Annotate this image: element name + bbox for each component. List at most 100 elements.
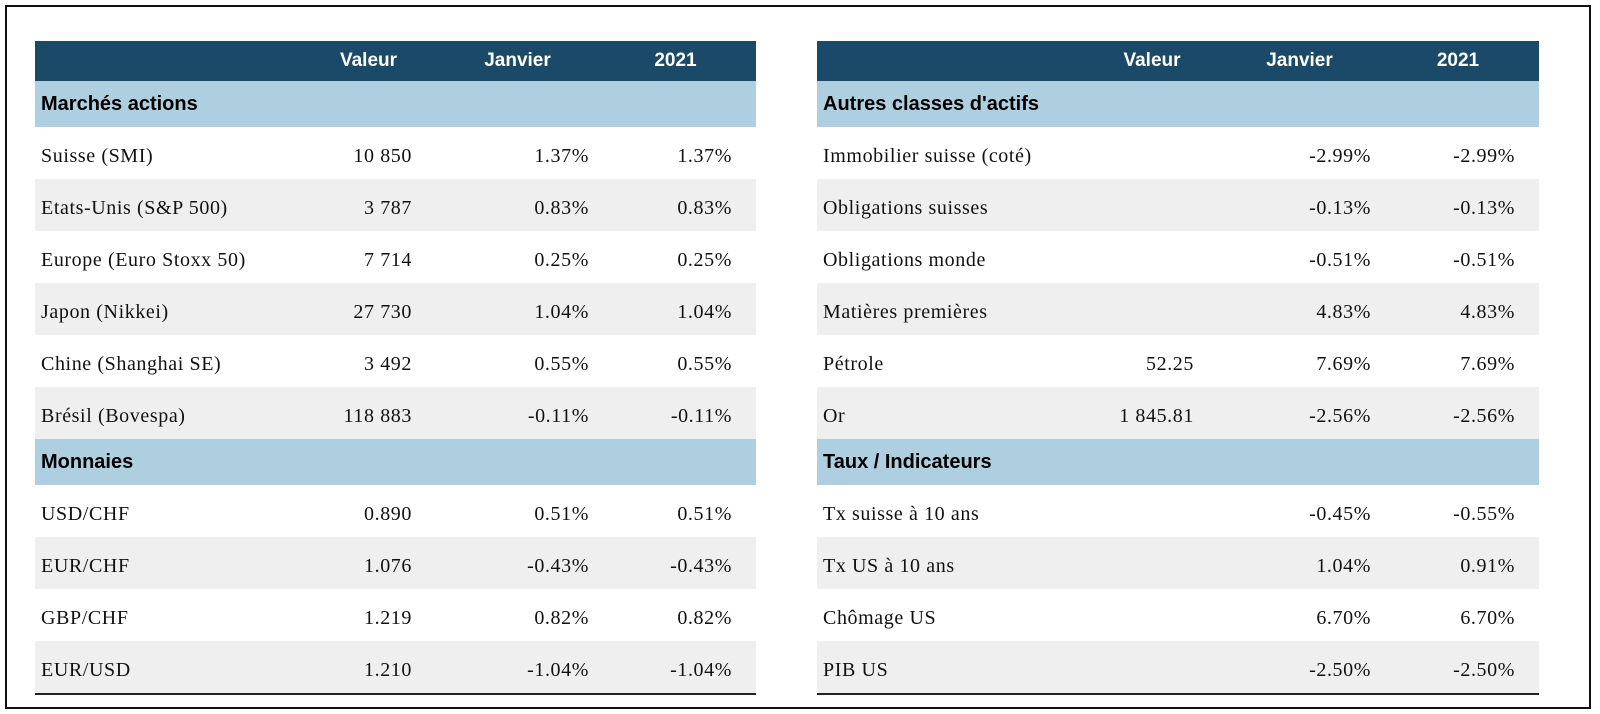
- row-janvier: 4.83%: [1222, 283, 1377, 335]
- row-valeur: 1.210: [297, 641, 440, 695]
- row-year: 0.55%: [677, 352, 732, 375]
- row-label: Obligations suisses: [817, 179, 1082, 231]
- section-header: Taux / Indicateurs: [817, 439, 1539, 485]
- row-valeur: [1082, 589, 1222, 641]
- row-janvier: -0.11%: [440, 387, 595, 439]
- row-janvier: 6.70%: [1316, 606, 1371, 629]
- row-valeur: 27 730: [297, 283, 440, 335]
- row-janvier: 0.25%: [534, 248, 589, 271]
- row-valeur: 52.25: [1146, 352, 1194, 375]
- row-year: 1.04%: [595, 283, 756, 335]
- header-janvier: Janvier: [1222, 41, 1377, 81]
- section-header: Marchés actions: [35, 81, 756, 127]
- row-label: Pétrole: [823, 352, 884, 375]
- row-year: 0.82%: [677, 606, 732, 629]
- header-valeur: Valeur: [297, 41, 440, 81]
- header-label: [35, 41, 297, 81]
- row-year: 4.83%: [1377, 283, 1539, 335]
- table-row: Suisse (SMI) 10 850 1.37% 1.37%: [35, 127, 756, 179]
- row-label: Matières premières: [817, 283, 1082, 335]
- row-valeur: [1082, 641, 1222, 695]
- row-label: PIB US: [817, 641, 1082, 695]
- row-janvier: 0.83%: [440, 179, 595, 231]
- row-valeur: 1.219: [364, 606, 412, 629]
- table-row: PIB US -2.50% -2.50%: [817, 641, 1539, 695]
- header-row: Valeur Janvier 2021: [817, 41, 1539, 81]
- row-year: -0.13%: [1377, 179, 1539, 231]
- row-year: 0.91%: [1377, 537, 1539, 589]
- row-valeur: [1082, 231, 1222, 283]
- header-janvier: Janvier: [440, 41, 595, 81]
- row-label: Obligations monde: [823, 248, 986, 271]
- row-label: GBP/CHF: [41, 606, 129, 629]
- table-row: Obligations monde -0.51% -0.51%: [817, 231, 1539, 283]
- table-row: EUR/USD 1.210 -1.04% -1.04%: [35, 641, 756, 695]
- markets-table-right: Valeur Janvier 2021 Autres classes d'act…: [817, 41, 1539, 695]
- row-valeur: [1082, 537, 1222, 589]
- row-year: -2.50%: [1377, 641, 1539, 695]
- section-header: Monnaies: [35, 439, 756, 485]
- row-label: Tx suisse à 10 ans: [823, 502, 980, 525]
- table-row: Or 1 845.81 -2.56% -2.56%: [817, 387, 1539, 439]
- row-year: -0.51%: [1453, 248, 1515, 271]
- row-year: 0.83%: [595, 179, 756, 231]
- header-year: 2021: [595, 41, 756, 81]
- row-janvier: 0.82%: [534, 606, 589, 629]
- table-row: Chine (Shanghai SE) 3 492 0.55% 0.55%: [35, 335, 756, 387]
- row-valeur: [1082, 283, 1222, 335]
- table-row: Europe (Euro Stoxx 50) 7 714 0.25% 0.25%: [35, 231, 756, 283]
- row-label: Chine (Shanghai SE): [41, 352, 222, 375]
- row-year: 0.51%: [677, 502, 732, 525]
- row-label: Etats-Unis (S&P 500): [35, 179, 297, 231]
- row-year: -0.43%: [595, 537, 756, 589]
- row-janvier: -0.43%: [440, 537, 595, 589]
- row-janvier: 0.55%: [534, 352, 589, 375]
- table-row: GBP/CHF 1.219 0.82% 0.82%: [35, 589, 756, 641]
- row-valeur: 118 883: [297, 387, 440, 439]
- row-valeur: 1 845.81: [1082, 387, 1222, 439]
- row-janvier: 1.37%: [534, 144, 589, 167]
- row-label: Suisse (SMI): [41, 144, 154, 167]
- row-valeur: [1082, 179, 1222, 231]
- row-valeur: 10 850: [353, 144, 412, 167]
- row-janvier: -1.04%: [440, 641, 595, 695]
- row-year: -0.55%: [1453, 502, 1515, 525]
- row-label: Tx US à 10 ans: [817, 537, 1082, 589]
- row-valeur: 3 787: [297, 179, 440, 231]
- row-janvier: -0.45%: [1309, 502, 1371, 525]
- table-row: EUR/CHF 1.076 -0.43% -0.43%: [35, 537, 756, 589]
- row-janvier: -0.51%: [1309, 248, 1371, 271]
- row-janvier: -2.56%: [1222, 387, 1377, 439]
- table-row: Immobilier suisse (coté) -2.99% -2.99%: [817, 127, 1539, 179]
- row-janvier: -0.13%: [1222, 179, 1377, 231]
- row-year: 1.37%: [677, 144, 732, 167]
- table-row: Japon (Nikkei) 27 730 1.04% 1.04%: [35, 283, 756, 335]
- row-janvier: 1.04%: [1222, 537, 1377, 589]
- row-valeur: 1.076: [297, 537, 440, 589]
- row-label: Chômage US: [823, 606, 937, 629]
- row-year: -2.99%: [1453, 144, 1515, 167]
- row-valeur: 7 714: [364, 248, 412, 271]
- row-year: 7.69%: [1460, 352, 1515, 375]
- page-frame: Valeur Janvier 2021 Marchés actions Suis…: [5, 5, 1591, 709]
- table-row: Brésil (Bovespa) 118 883 -0.11% -0.11%: [35, 387, 756, 439]
- row-label: Japon (Nikkei): [35, 283, 297, 335]
- section-header: Autres classes d'actifs: [817, 81, 1539, 127]
- markets-table-left: Valeur Janvier 2021 Marchés actions Suis…: [35, 41, 756, 695]
- row-year: 6.70%: [1460, 606, 1515, 629]
- row-janvier: 0.51%: [534, 502, 589, 525]
- table-row: Etats-Unis (S&P 500) 3 787 0.83% 0.83%: [35, 179, 756, 231]
- table-row: Tx suisse à 10 ans -0.45% -0.55%: [817, 485, 1539, 537]
- row-year: -2.56%: [1377, 387, 1539, 439]
- row-label: EUR/USD: [35, 641, 297, 695]
- row-janvier: -2.99%: [1309, 144, 1371, 167]
- table-row: Matières premières 4.83% 4.83%: [817, 283, 1539, 335]
- row-janvier: 1.04%: [440, 283, 595, 335]
- row-valeur: 3 492: [364, 352, 412, 375]
- table-row: Pétrole 52.25 7.69% 7.69%: [817, 335, 1539, 387]
- row-valeur: 0.890: [364, 502, 412, 525]
- table-row: Tx US à 10 ans 1.04% 0.91%: [817, 537, 1539, 589]
- row-label: Brésil (Bovespa): [35, 387, 297, 439]
- table-row: USD/CHF 0.890 0.51% 0.51%: [35, 485, 756, 537]
- row-year: 0.25%: [677, 248, 732, 271]
